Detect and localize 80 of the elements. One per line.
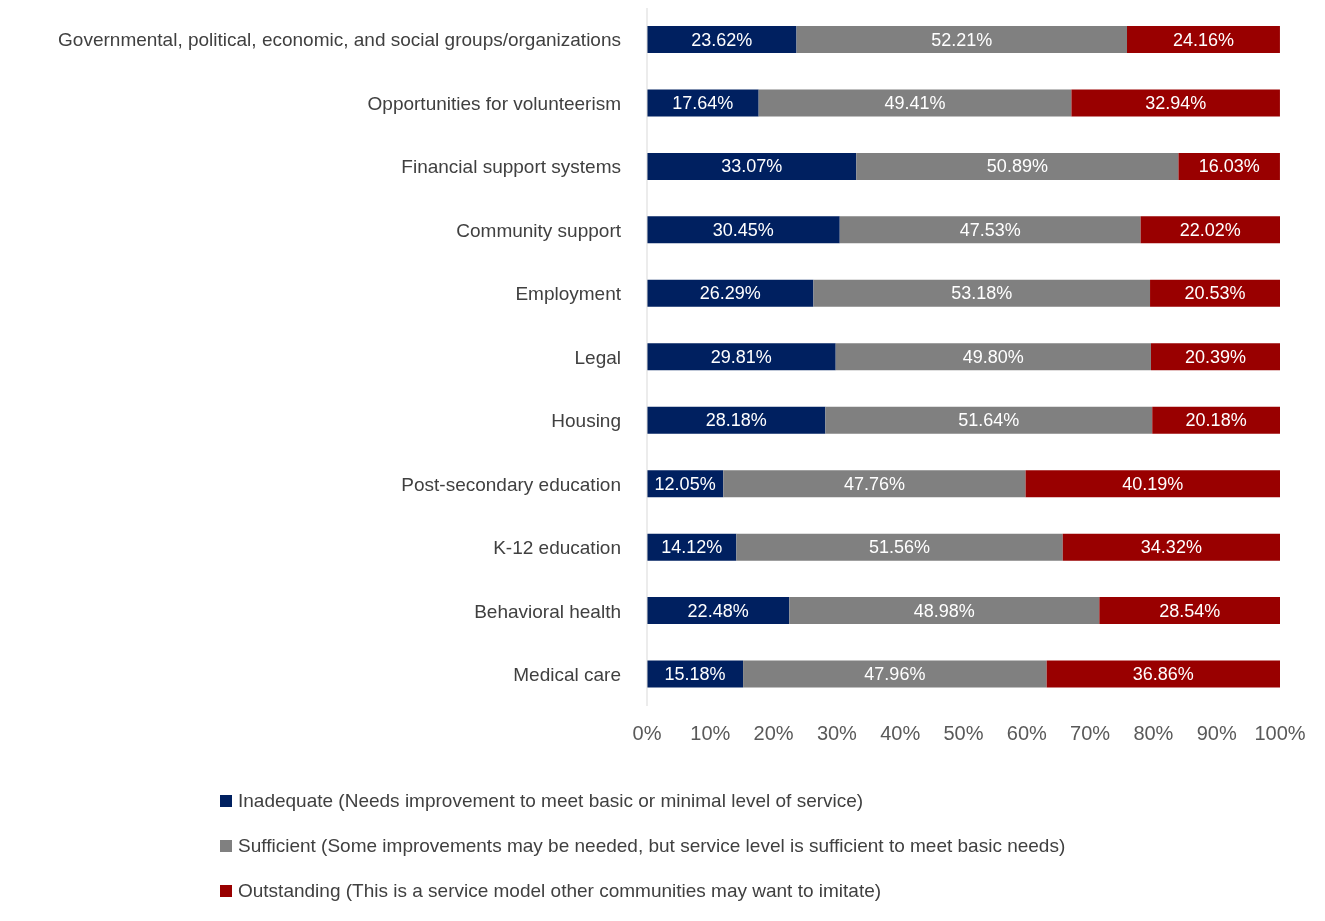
bar — [647, 216, 840, 244]
bar — [647, 152, 857, 180]
x-tick-label: 90% — [1196, 722, 1237, 745]
y-tick-label: Financial support systems — [401, 156, 621, 178]
data-label: 22.48% — [687, 600, 749, 621]
data-label: 12.05% — [654, 473, 716, 494]
data-label: 24.16% — [1172, 29, 1234, 50]
bar — [856, 152, 1179, 180]
data-label: 36.86% — [1132, 664, 1194, 685]
data-label: 40.19% — [1122, 473, 1184, 494]
data-label: 51.56% — [869, 537, 931, 558]
data-label: 20.18% — [1185, 410, 1247, 431]
data-label: 20.39% — [1184, 346, 1246, 367]
data-label: 50.89% — [986, 156, 1048, 177]
data-label: 32.94% — [1145, 92, 1207, 113]
y-tick-label: K-12 education — [493, 537, 621, 559]
data-label: 15.18% — [664, 664, 726, 685]
x-tick-label: 20% — [753, 722, 794, 745]
data-label: 47.96% — [864, 664, 926, 685]
legend-label: Sufficient (Some improvements may be needed, but service level is sufficient to meet basic needs) — [238, 834, 1066, 857]
bar — [1127, 26, 1280, 53]
bar — [796, 26, 1127, 53]
y-tick-label: Community support — [456, 219, 622, 241]
data-label: 53.18% — [951, 283, 1013, 304]
x-tick-label: 0% — [632, 722, 662, 745]
data-label: 26.29% — [699, 283, 761, 304]
y-tick-label: Employment — [515, 283, 622, 305]
bar — [1062, 533, 1280, 561]
bar — [647, 279, 814, 307]
bar — [1025, 470, 1280, 498]
data-label: 47.76% — [843, 473, 905, 494]
data-label: 34.32% — [1140, 537, 1202, 558]
bar — [647, 343, 836, 371]
data-label: 17.64% — [672, 92, 734, 113]
data-label: 29.81% — [710, 346, 772, 367]
bar — [835, 343, 1151, 371]
legend-label: Outstanding (This is a service model other communities may want to imitate) — [238, 879, 882, 902]
bar — [723, 470, 1026, 498]
x-tick-label: 50% — [943, 722, 984, 745]
data-label: 28.18% — [705, 410, 767, 431]
data-label: 33.07% — [721, 156, 783, 177]
y-tick-label: Behavioral health — [474, 600, 621, 622]
data-label: 30.45% — [712, 219, 774, 240]
data-label: 49.41% — [884, 92, 946, 113]
bar — [1046, 660, 1280, 688]
data-label: 14.12% — [661, 537, 723, 558]
x-tick-label: 40% — [880, 722, 921, 745]
bar — [1099, 597, 1280, 625]
data-label: 49.80% — [962, 346, 1024, 367]
x-tick-label: 30% — [816, 722, 858, 745]
bar — [743, 660, 1047, 688]
bar — [839, 216, 1141, 244]
data-label: 47.53% — [959, 219, 1021, 240]
bar — [758, 89, 1072, 117]
y-tick-label: Opportunities for volunteerism — [367, 92, 621, 114]
data-label: 48.98% — [913, 600, 975, 621]
bar — [789, 597, 1100, 625]
data-label: 16.03% — [1198, 156, 1260, 177]
bar — [647, 406, 826, 434]
x-tick-label: 100% — [1254, 722, 1306, 745]
bar — [1071, 89, 1280, 117]
x-tick-label: 70% — [1070, 722, 1111, 745]
y-tick-label: Post-secondary education — [401, 473, 621, 495]
data-label: 20.53% — [1184, 283, 1246, 304]
data-label: 51.64% — [958, 410, 1020, 431]
y-tick-label: Legal — [574, 346, 621, 368]
y-tick-label: Housing — [551, 410, 621, 432]
bar — [736, 533, 1063, 561]
bar — [813, 279, 1151, 307]
legend-label: Inadequate (Needs improvement to meet basic or minimal level of service) — [238, 789, 864, 812]
x-tick-label: 10% — [690, 722, 731, 745]
data-label: 52.21% — [931, 29, 993, 50]
y-tick-label: Governmental, political, economic, and social groups/organizations — [58, 29, 621, 51]
x-tick-label: 60% — [1006, 722, 1048, 745]
data-label: 22.02% — [1179, 219, 1241, 240]
data-label: 28.54% — [1159, 600, 1221, 621]
y-tick-label: Medical care — [513, 664, 621, 686]
bar — [825, 406, 1153, 434]
x-tick-label: 80% — [1133, 722, 1174, 745]
data-label: 23.62% — [691, 29, 753, 50]
